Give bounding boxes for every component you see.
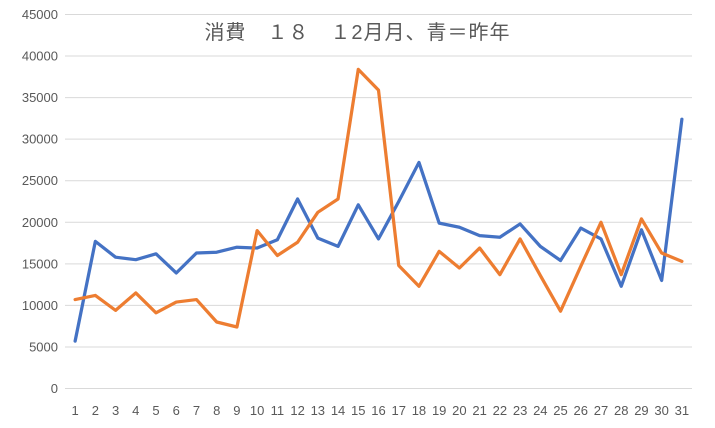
x-tick-label: 24 — [533, 403, 547, 418]
x-tick-label: 16 — [371, 403, 385, 418]
y-tick-label: 25000 — [22, 173, 58, 188]
x-tick-label: 4 — [132, 403, 139, 418]
x-tick-label: 22 — [493, 403, 507, 418]
x-tick-label: 1 — [71, 403, 78, 418]
x-tick-label: 11 — [271, 403, 285, 418]
x-tick-label: 30 — [654, 403, 668, 418]
x-tick-label: 20 — [452, 403, 466, 418]
x-tick-label: 31 — [675, 403, 689, 418]
x-tick-label: 29 — [634, 403, 648, 418]
x-tick-label: 10 — [250, 403, 264, 418]
y-tick-label: 10000 — [22, 298, 58, 313]
x-tick-label: 15 — [351, 403, 365, 418]
x-tick-label: 25 — [553, 403, 567, 418]
x-tick-label: 23 — [513, 403, 527, 418]
x-tick-label: 14 — [331, 403, 345, 418]
x-tick-label: 26 — [574, 403, 588, 418]
y-tick-label: 5000 — [29, 339, 58, 354]
x-tick-label: 2 — [92, 403, 99, 418]
y-tick-label: 35000 — [22, 90, 58, 105]
x-tick-label: 28 — [614, 403, 628, 418]
x-tick-label: 3 — [112, 403, 119, 418]
x-tick-label: 12 — [290, 403, 304, 418]
x-tick-label: 21 — [472, 403, 486, 418]
x-tick-label: 17 — [391, 403, 405, 418]
x-tick-label: 18 — [412, 403, 426, 418]
x-tick-label: 5 — [152, 403, 159, 418]
y-tick-label: 15000 — [22, 256, 58, 271]
x-tick-label: 19 — [432, 403, 446, 418]
x-tick-label: 7 — [193, 403, 200, 418]
y-tick-label: 0 — [51, 381, 58, 396]
series-line-orange — [73, 67, 684, 329]
x-tick-label: 8 — [213, 403, 220, 418]
series-line-blue — [73, 117, 684, 343]
y-tick-label: 45000 — [22, 7, 58, 22]
x-tick-label: 27 — [594, 403, 608, 418]
x-tick-label: 13 — [311, 403, 325, 418]
chart-title: 消費 １８ １2月月、青＝昨年 — [204, 22, 511, 44]
y-tick-label: 30000 — [22, 132, 58, 147]
y-tick-label: 20000 — [22, 215, 58, 230]
x-tick-label: 6 — [173, 403, 180, 418]
y-tick-label: 40000 — [22, 49, 58, 64]
x-tick-label: 9 — [233, 403, 240, 418]
